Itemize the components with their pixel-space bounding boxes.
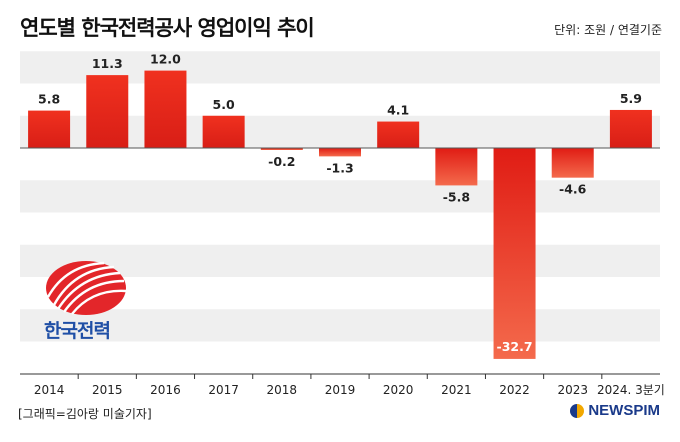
grid-band: [20, 244, 660, 277]
x-tick-label: 2021: [441, 383, 472, 397]
x-tick-label: 2024. 3분기: [597, 383, 665, 397]
kepco-logo-icon: [46, 261, 127, 315]
x-tick-label: 2023: [557, 383, 588, 397]
data-label: 12.0: [150, 52, 181, 67]
newspim-logo-icon: [570, 403, 585, 418]
data-label: -4.6: [559, 182, 587, 197]
data-label: 5.9: [620, 91, 642, 106]
bar: [493, 148, 536, 359]
bar: [28, 110, 71, 148]
logo-text: 한국전력: [44, 320, 111, 342]
bars: 5.8 11.3 12.0 5.0 -0.2 -1.3 4.1 -5.8 -32.7 -4.6 5.…: [28, 52, 652, 359]
bar: [551, 148, 594, 178]
chart-title: 연도별 한국전력공사 영업이익 추이: [20, 16, 315, 40]
x-tick-label: 2015: [92, 383, 123, 397]
grid-bands: [20, 51, 660, 342]
x-tick-label: 2019: [325, 383, 356, 397]
bar: [202, 115, 245, 148]
x-tick-label: 2020: [383, 383, 414, 397]
bar-chart: 5.8 11.3 12.0 5.0 -0.2 -1.3 4.1 -5.8 -32.7 -4.6 5.…: [20, 51, 665, 397]
x-tick-label: 2017: [208, 383, 239, 397]
bar: [86, 75, 129, 148]
x-tick-label: 2022: [499, 383, 530, 397]
bar: [260, 148, 303, 150]
data-label: 4.1: [387, 103, 409, 118]
graphic-credit: [그래픽=김아랑 미술기자]: [18, 407, 152, 421]
data-label: 5.0: [213, 97, 235, 112]
newspim-brand: NEWSPIM: [570, 402, 660, 419]
bar: [319, 148, 361, 157]
bar: [609, 109, 652, 148]
unit-label: 단위: 조원 / 연결기준: [554, 23, 662, 37]
x-tick-label: 2018: [267, 383, 298, 397]
bar: [377, 121, 420, 148]
bar: [144, 70, 187, 148]
x-axis: 2014 2015 2016 2017 2018 2019 2020 2021 2022 2023…: [20, 373, 665, 397]
data-label: -0.2: [268, 154, 295, 169]
brand-name: NEWSPIM: [588, 402, 660, 419]
data-label: 11.3: [92, 56, 123, 71]
data-label: -5.8: [443, 189, 470, 204]
grid-band: [20, 180, 660, 213]
data-label: 5.8: [38, 92, 60, 107]
x-tick-label: 2016: [150, 383, 181, 397]
data-label: -1.3: [326, 160, 353, 175]
x-tick-label: 2014: [34, 383, 65, 397]
grid-band: [20, 309, 660, 342]
data-label: -32.7: [497, 339, 533, 354]
bar: [435, 148, 478, 186]
